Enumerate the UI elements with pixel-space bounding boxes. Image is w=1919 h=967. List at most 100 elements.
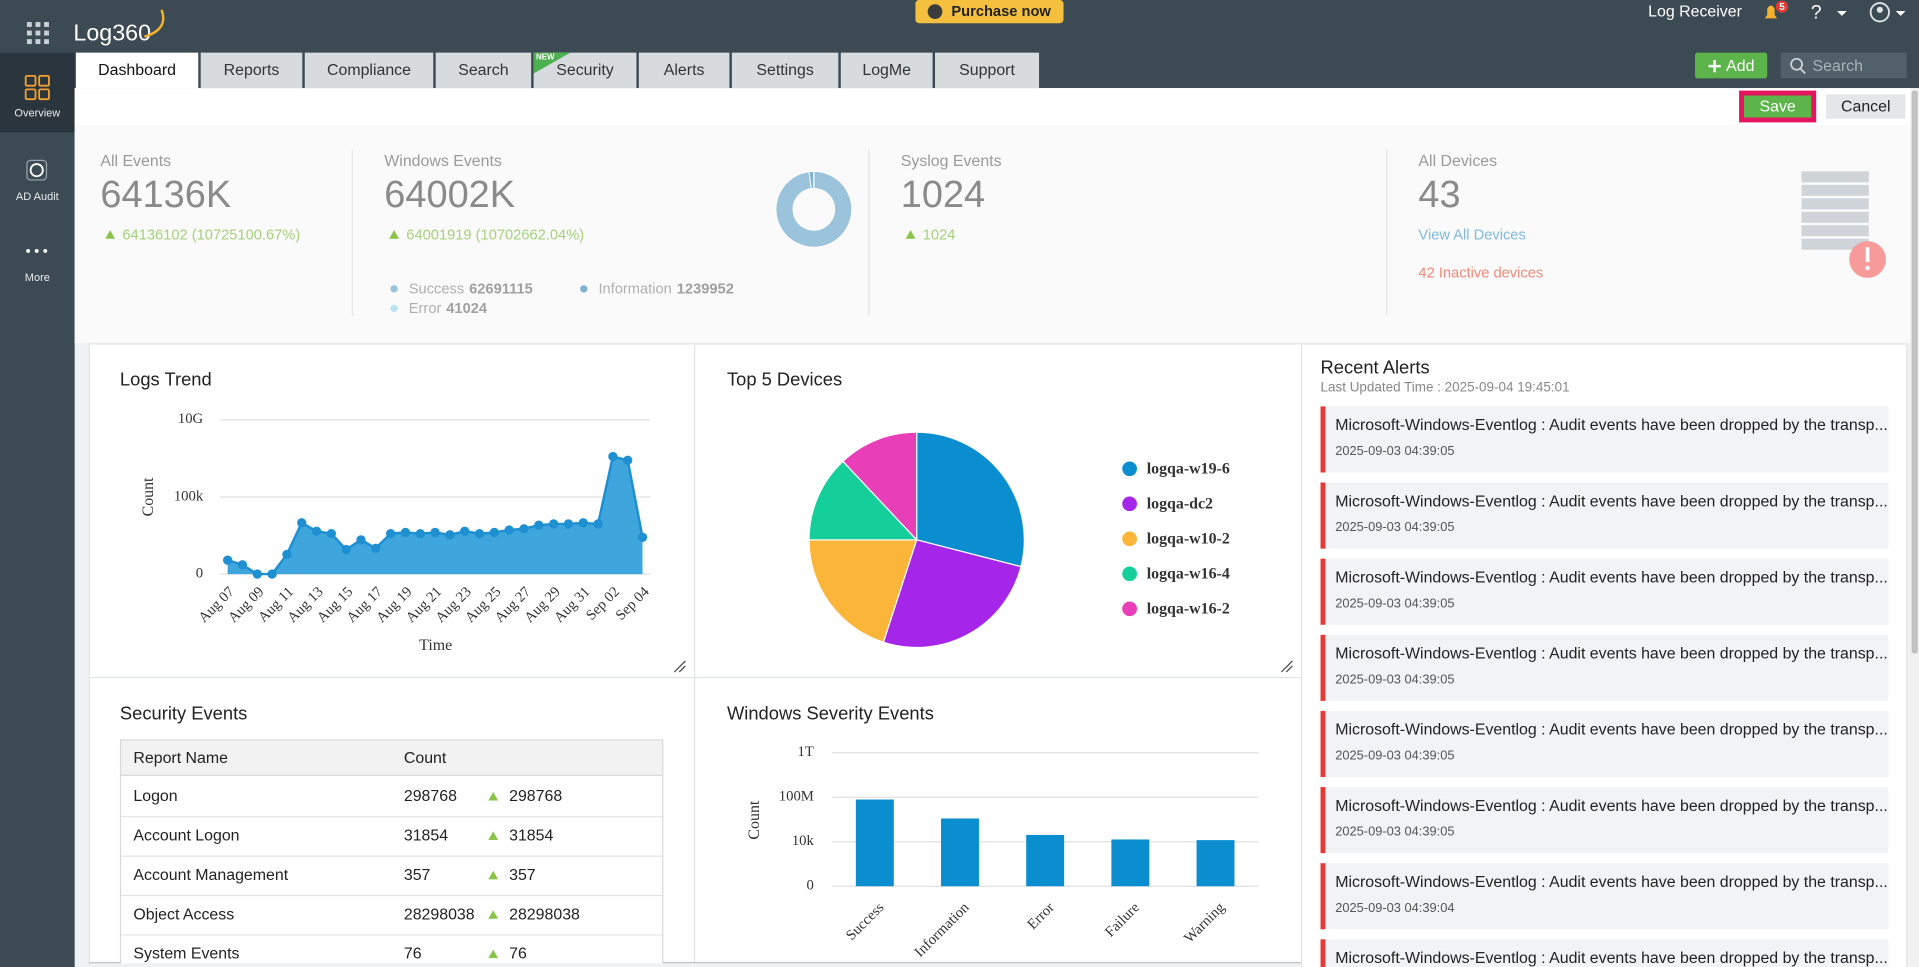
- app-launcher-dot[interactable]: [26, 22, 32, 27]
- app-launcher-dot[interactable]: [26, 39, 32, 45]
- tab[interactable]: [935, 52, 1040, 89]
- point: [341, 544, 351, 555]
- alert-card[interactable]: [1320, 406, 1889, 473]
- add-label[interactable]: Add: [1726, 58, 1754, 75]
- alert-message[interactable]: Microsoft-Windows-Eventlog : Audit event…: [1335, 417, 1888, 434]
- tab-label[interactable]: Support: [959, 62, 1015, 79]
- cancel-button[interactable]: [1825, 94, 1906, 119]
- avatar[interactable]: [1869, 2, 1890, 23]
- alert-message[interactable]: Microsoft-Windows-Eventlog : Audit event…: [1335, 950, 1888, 967]
- tab-label[interactable]: Alerts: [664, 62, 705, 79]
- legend-label[interactable]: logqa-w10-2: [1147, 531, 1230, 548]
- notification-badge: [1775, 0, 1789, 13]
- alert-card[interactable]: [1320, 634, 1889, 701]
- tab-label[interactable]: Security: [556, 62, 614, 79]
- inactive-devices[interactable]: 42 Inactive devices: [1418, 265, 1543, 281]
- alert-message[interactable]: Microsoft-Windows-Eventlog : Audit event…: [1335, 798, 1888, 815]
- alert-message[interactable]: Microsoft-Windows-Eventlog : Audit event…: [1335, 874, 1888, 891]
- devices-link[interactable]: View All Devices: [1418, 228, 1525, 244]
- alert-time: 2025-09-03 04:39:05: [1335, 443, 1454, 458]
- alert-severity-bar: [1320, 710, 1326, 778]
- tab[interactable]: [731, 52, 839, 89]
- alert-time: 2025-09-03 04:39:05: [1335, 671, 1454, 686]
- app-launcher-dot[interactable]: [44, 30, 49, 36]
- tab-label[interactable]: Compliance: [327, 62, 411, 79]
- sidebar-label[interactable]: AD Audit: [16, 191, 59, 203]
- point: [460, 526, 470, 536]
- cell: 357: [509, 867, 536, 884]
- legend-dot: [1122, 496, 1137, 512]
- alerts-title: Recent Alerts: [1321, 356, 1430, 377]
- bar: [1026, 834, 1065, 887]
- pie-slice: [808, 539, 918, 644]
- bell-icon[interactable]: [1764, 5, 1778, 19]
- server-icon-unit: [1801, 211, 1869, 223]
- alert-card[interactable]: [1320, 787, 1889, 854]
- app-launcher-dot[interactable]: [35, 22, 41, 27]
- y-tick-label: 100M: [779, 789, 814, 805]
- alert-card[interactable]: [1320, 939, 1889, 967]
- resize-handle: [1280, 660, 1293, 673]
- legend-dot: [1122, 461, 1137, 477]
- sidebar: [0, 0, 75, 967]
- tab[interactable]: [75, 52, 199, 89]
- tab-label[interactable]: Search: [458, 62, 508, 79]
- app-launcher-dot[interactable]: [35, 30, 41, 36]
- cancel-label[interactable]: Cancel: [1841, 98, 1891, 115]
- purchase-label[interactable]: Purchase now: [951, 4, 1051, 20]
- alert-severity-bar: [1320, 939, 1326, 967]
- app-launcher-dot[interactable]: [26, 30, 32, 36]
- tab-label[interactable]: Dashboard: [98, 62, 176, 79]
- purchase-button[interactable]: [915, 0, 1064, 24]
- tab[interactable]: [435, 52, 532, 89]
- tab-label[interactable]: Settings: [756, 62, 814, 79]
- card-change: 1024: [923, 228, 956, 244]
- legend-label[interactable]: logqa-w19-6: [1147, 461, 1230, 478]
- app-launcher-dot[interactable]: [44, 39, 49, 45]
- point: [504, 525, 514, 535]
- cell: Logon: [133, 788, 177, 805]
- app-launcher-dot[interactable]: [44, 22, 49, 27]
- x-axis-label: Time: [419, 637, 452, 654]
- alert-card[interactable]: [1320, 558, 1889, 625]
- alert-card[interactable]: [1320, 710, 1889, 778]
- alert-card[interactable]: [1320, 482, 1889, 549]
- alert-icon-dot: [1865, 265, 1870, 271]
- tab-label[interactable]: Reports: [224, 62, 280, 79]
- alert-message[interactable]: Microsoft-Windows-Eventlog : Audit event…: [1335, 493, 1888, 510]
- point: [385, 528, 396, 539]
- legend-label[interactable]: logqa-dc2: [1147, 496, 1213, 513]
- server-icon-unit: [1801, 198, 1869, 210]
- save-label[interactable]: Save: [1760, 98, 1796, 115]
- cell: 298768: [509, 788, 562, 805]
- help-icon[interactable]: ?: [1811, 2, 1822, 24]
- summary-bg: [74, 124, 1911, 343]
- sidebar-label[interactable]: Overview: [14, 108, 60, 120]
- ad-audit-icon: [29, 163, 44, 178]
- tab[interactable]: [304, 52, 434, 89]
- app-launcher-dot[interactable]: [35, 39, 41, 45]
- alert-message[interactable]: Microsoft-Windows-Eventlog : Audit event…: [1335, 569, 1888, 586]
- sidebar-label[interactable]: More: [25, 272, 50, 284]
- y-axis-label: Count: [746, 800, 763, 839]
- add-button[interactable]: [1695, 52, 1768, 79]
- server-icon-unit: [1801, 238, 1869, 250]
- alert-card[interactable]: [1320, 863, 1889, 930]
- breakdown-value: 62691115: [469, 281, 533, 297]
- tab[interactable]: [200, 52, 303, 89]
- save-button[interactable]: [1743, 95, 1812, 118]
- alert-message[interactable]: Microsoft-Windows-Eventlog : Audit event…: [1335, 646, 1888, 663]
- legend-dot: [1122, 601, 1137, 617]
- tab[interactable]: [638, 52, 730, 89]
- point: [623, 455, 633, 465]
- alert-message[interactable]: Microsoft-Windows-Eventlog : Audit event…: [1335, 722, 1888, 739]
- overview-icon: [24, 74, 37, 87]
- tab[interactable]: [840, 52, 933, 89]
- y-tick-label: 10G: [178, 411, 204, 427]
- card-label: All Events: [100, 153, 171, 170]
- legend-label[interactable]: logqa-w16-2: [1147, 601, 1230, 618]
- legend-label[interactable]: logqa-w16-4: [1147, 566, 1230, 583]
- product-name[interactable]: Log Receiver: [1648, 3, 1742, 20]
- sidebar-active[interactable]: [0, 52, 75, 133]
- tab-label[interactable]: LogMe: [862, 62, 911, 79]
